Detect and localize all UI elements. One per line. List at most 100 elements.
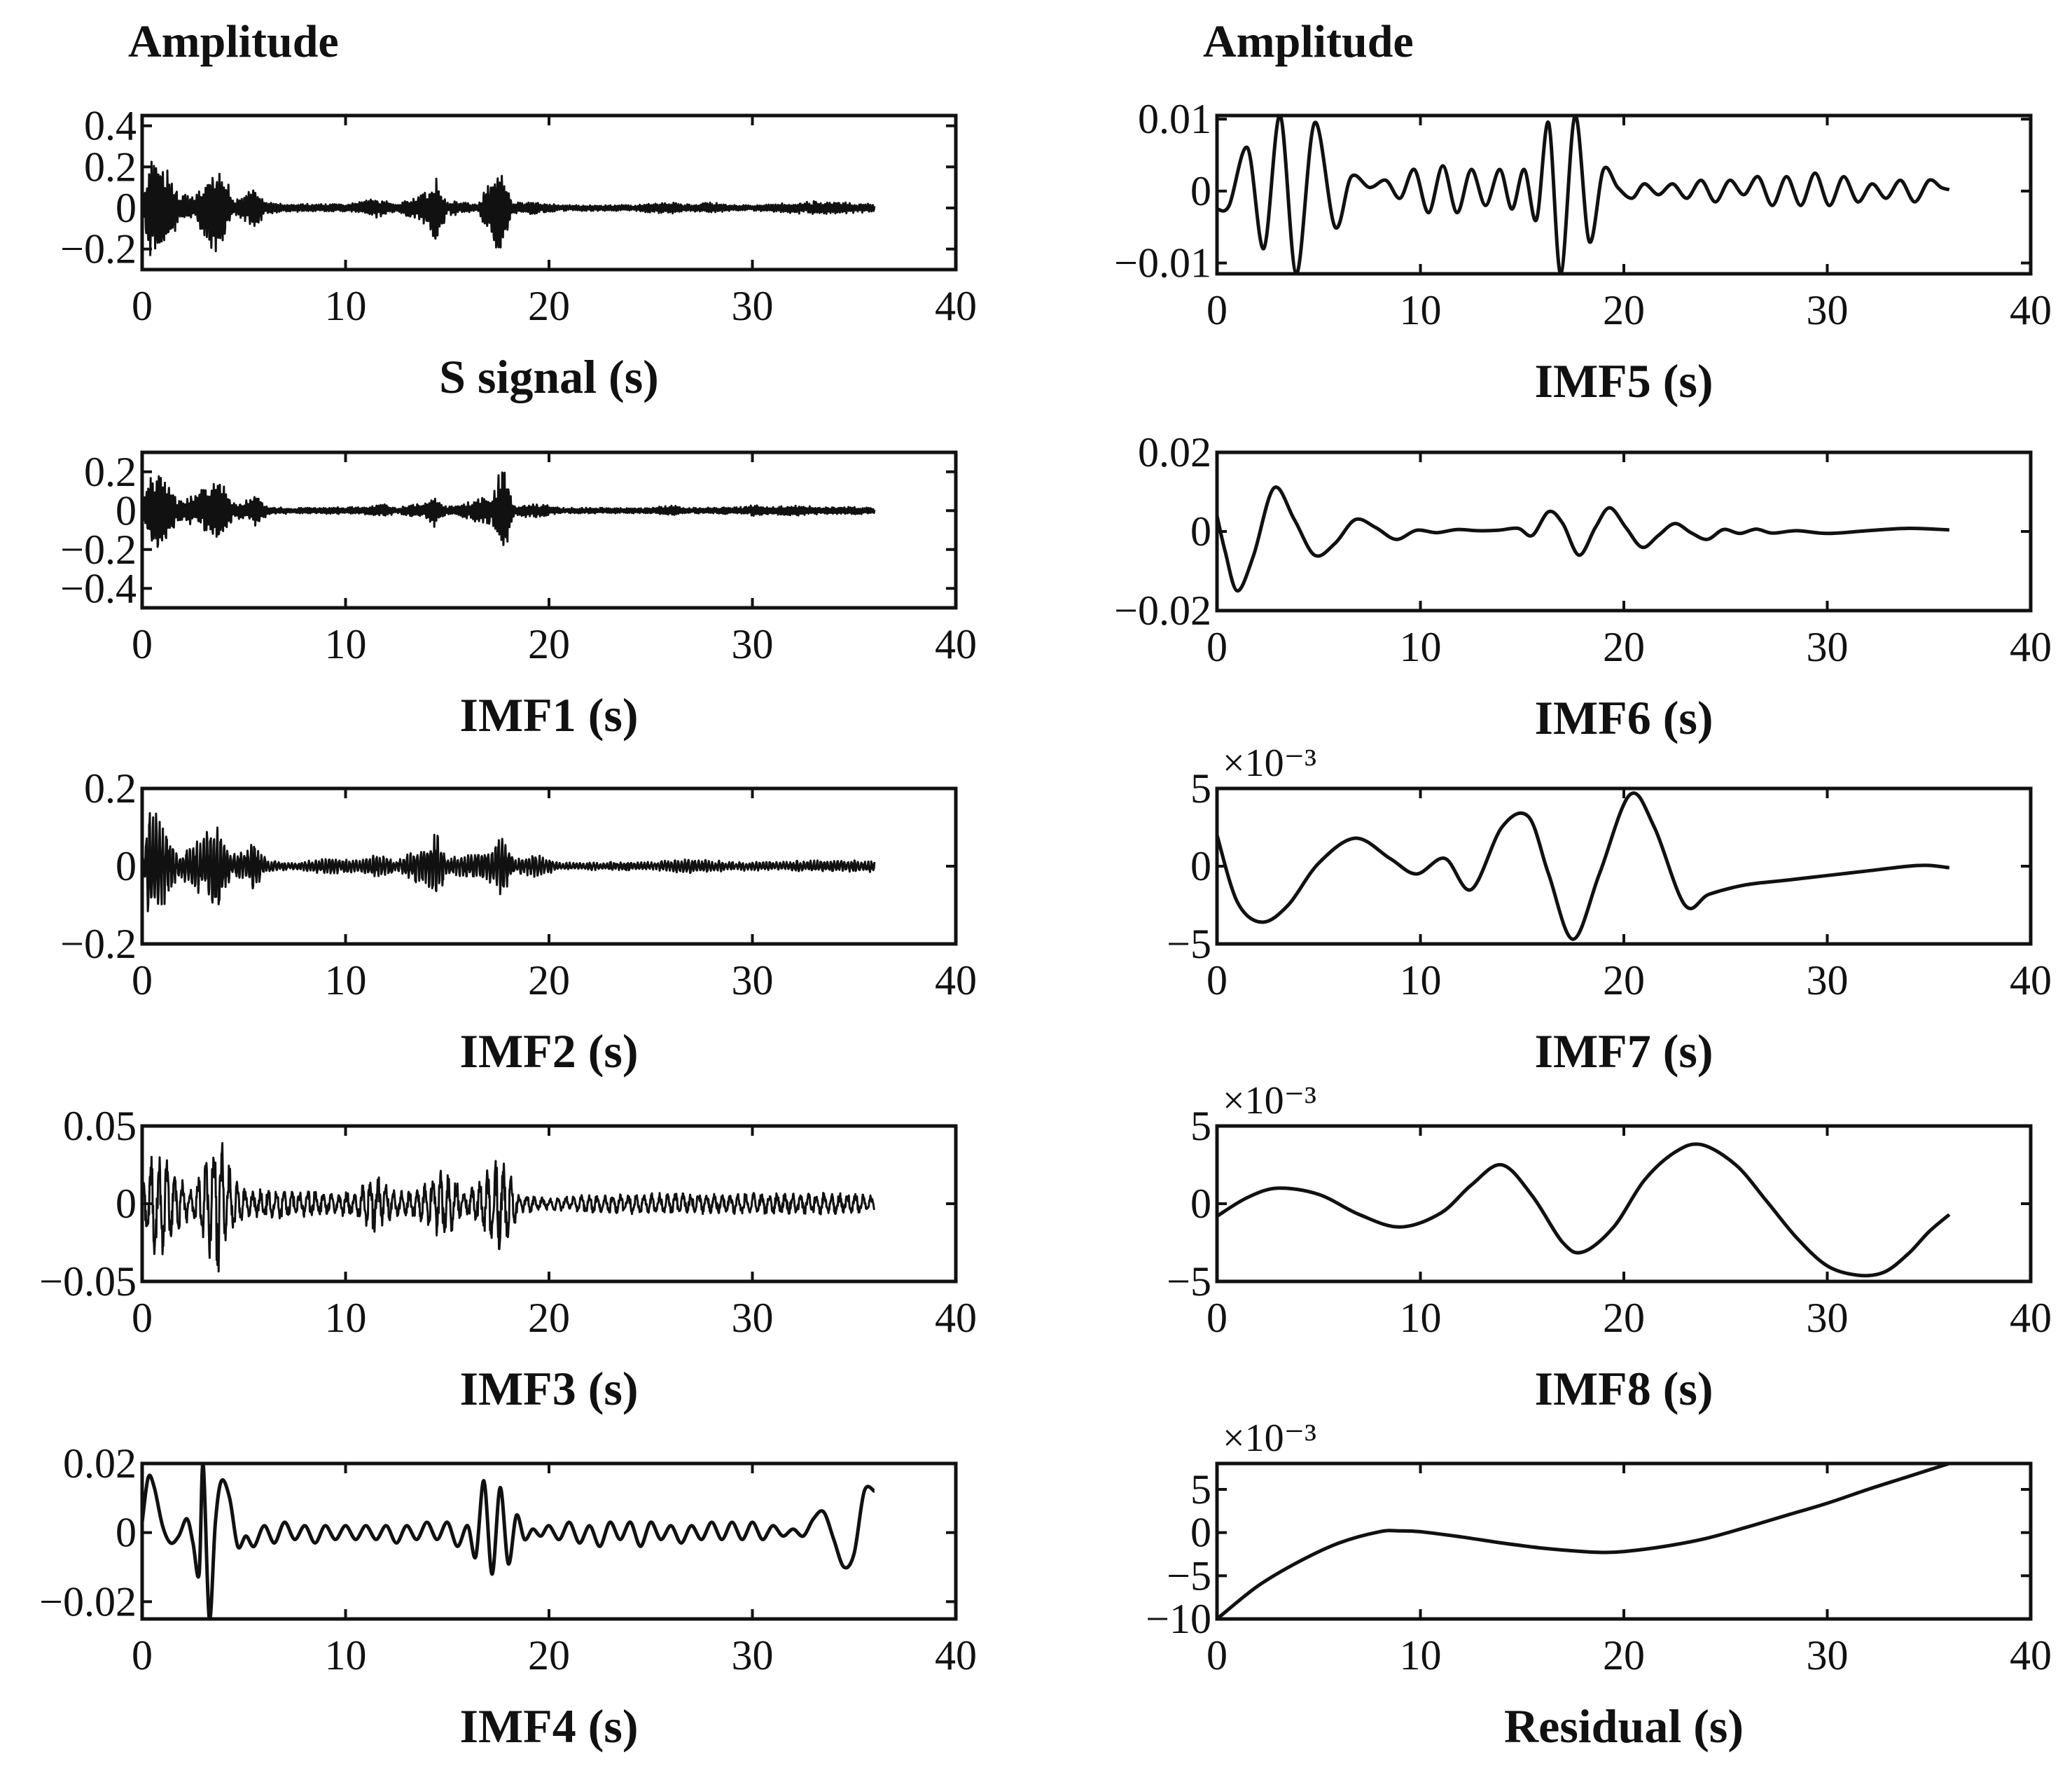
x-tick-label: 0 xyxy=(132,1295,153,1341)
y-exponent-label: ×10⁻³ xyxy=(1223,742,1316,785)
x-axis-label: IMF7 (s) xyxy=(1535,1024,1713,1078)
x-tick-label: 20 xyxy=(1603,624,1645,670)
series-line-imf7-0 xyxy=(1217,791,1950,941)
y-tick-label: 5 xyxy=(1190,1103,1211,1149)
x-tick-label: 30 xyxy=(732,957,774,1003)
x-tick-label: 30 xyxy=(1807,1295,1849,1341)
series-line-imf4-0 xyxy=(142,1463,875,1619)
x-tick-label: 10 xyxy=(325,1632,367,1678)
y-tick-label: 0 xyxy=(1190,1510,1211,1556)
y-tick-label: 0.02 xyxy=(1138,429,1211,475)
x-axis-label: IMF4 (s) xyxy=(460,1699,639,1753)
x-tick-label: 10 xyxy=(325,621,367,667)
series-line-residual-0 xyxy=(1217,1463,1950,1619)
x-axis-label: S signal (s) xyxy=(439,350,659,403)
y-tick-label: −0.2 xyxy=(60,226,137,272)
y-tick-label: 0.4 xyxy=(84,103,137,149)
x-tick-label: 20 xyxy=(528,283,570,329)
x-tick-label: 10 xyxy=(325,957,367,1003)
x-tick-label: 0 xyxy=(132,1632,153,1678)
y-tick-label: −0.01 xyxy=(1114,240,1211,286)
y-tick-label: 0 xyxy=(116,843,137,889)
x-tick-label: 30 xyxy=(732,1632,774,1678)
x-tick-label: 20 xyxy=(528,957,570,1003)
x-tick-label: 20 xyxy=(1603,957,1645,1003)
y-tick-label: 0.2 xyxy=(84,449,137,495)
right-column-title: Amplitude xyxy=(1203,16,1414,67)
x-tick-label: 0 xyxy=(1207,287,1228,333)
y-tick-label: −0.05 xyxy=(39,1258,137,1305)
x-tick-label: 10 xyxy=(1400,624,1442,670)
x-tick-label: 20 xyxy=(1603,287,1645,333)
x-axis-label: IMF2 (s) xyxy=(460,1024,639,1078)
x-axis-label: IMF3 (s) xyxy=(460,1362,639,1415)
y-exponent-label: ×10⁻³ xyxy=(1223,1417,1316,1460)
y-tick-label: 5 xyxy=(1190,1466,1211,1513)
x-tick-label: 40 xyxy=(935,283,977,329)
x-tick-label: 40 xyxy=(935,957,977,1003)
plot-frame xyxy=(1215,450,2033,613)
y-tick-label: 0.05 xyxy=(63,1103,137,1149)
y-tick-label: −0.2 xyxy=(60,527,137,573)
x-tick-label: 30 xyxy=(732,283,774,329)
x-tick-label: 10 xyxy=(1400,1295,1442,1341)
y-tick-label: −5 xyxy=(1167,921,1211,967)
x-tick-label: 20 xyxy=(528,1295,570,1341)
y-tick-label: −10 xyxy=(1146,1596,1211,1642)
series-line-imf3-0 xyxy=(142,1141,875,1273)
y-tick-label: 0 xyxy=(116,1510,137,1556)
x-tick-label: 10 xyxy=(1400,957,1442,1003)
x-tick-label: 0 xyxy=(1207,957,1228,1003)
x-tick-label: 20 xyxy=(1603,1632,1645,1678)
series-line-imf6-0 xyxy=(1217,485,1949,593)
y-tick-label: −5 xyxy=(1167,1552,1211,1599)
y-tick-label: 0.01 xyxy=(1138,96,1211,142)
y-tick-label: −0.02 xyxy=(1114,587,1211,634)
left-column-title: Amplitude xyxy=(128,16,339,67)
plot-frame xyxy=(140,450,958,610)
x-axis-label: IMF1 (s) xyxy=(460,688,639,742)
x-tick-label: 0 xyxy=(1207,1295,1228,1341)
chart-s-signal: 0 10 20 30 400.40.20−0.2S signal (s) xyxy=(60,103,977,403)
x-tick-label: 0 xyxy=(1207,624,1228,670)
y-tick-label: 0 xyxy=(1190,168,1211,214)
y-tick-label: 0 xyxy=(1190,508,1211,555)
x-tick-label: 30 xyxy=(1807,957,1849,1003)
series-line-imf8-0 xyxy=(1217,1142,1951,1278)
y-exponent-label: ×10⁻³ xyxy=(1223,1079,1316,1122)
chart-imf4: 0 10 20 30 40 0.02 0 −0.02 IMF4 (s) xyxy=(39,1440,977,1753)
x-tick-label: 20 xyxy=(528,1632,570,1678)
series-line-imf5-0 xyxy=(1217,116,1950,274)
y-tick-label: 0 xyxy=(116,487,137,534)
x-tick-label: 20 xyxy=(1603,1295,1645,1341)
x-tick-label: 40 xyxy=(2010,1295,2052,1341)
x-tick-label: 30 xyxy=(1807,624,1849,670)
x-axis-label: IMF8 (s) xyxy=(1535,1362,1713,1415)
y-tick-label: 0 xyxy=(116,1181,137,1227)
y-tick-label: −0.2 xyxy=(60,921,137,967)
x-tick-label: 40 xyxy=(935,1295,977,1341)
y-tick-label: 0 xyxy=(1190,843,1211,889)
x-axis-label: Residual (s) xyxy=(1504,1699,1744,1753)
x-tick-label: 10 xyxy=(1400,1632,1442,1678)
series-line-s-signal-0 xyxy=(142,160,876,256)
y-tick-label: −0.4 xyxy=(60,565,137,611)
x-tick-label: 0 xyxy=(1207,1632,1228,1678)
y-tick-label: −5 xyxy=(1167,1258,1211,1305)
y-tick-label: −0.02 xyxy=(39,1578,137,1625)
x-tick-label: 30 xyxy=(732,621,774,667)
plot-frame xyxy=(140,113,958,272)
y-tick-label: 0.2 xyxy=(84,144,137,190)
y-tick-label: 0.2 xyxy=(84,765,137,812)
x-axis-label: IMF6 (s) xyxy=(1535,691,1713,744)
x-tick-label: 40 xyxy=(935,621,977,667)
y-tick-label: 0 xyxy=(1190,1181,1211,1227)
